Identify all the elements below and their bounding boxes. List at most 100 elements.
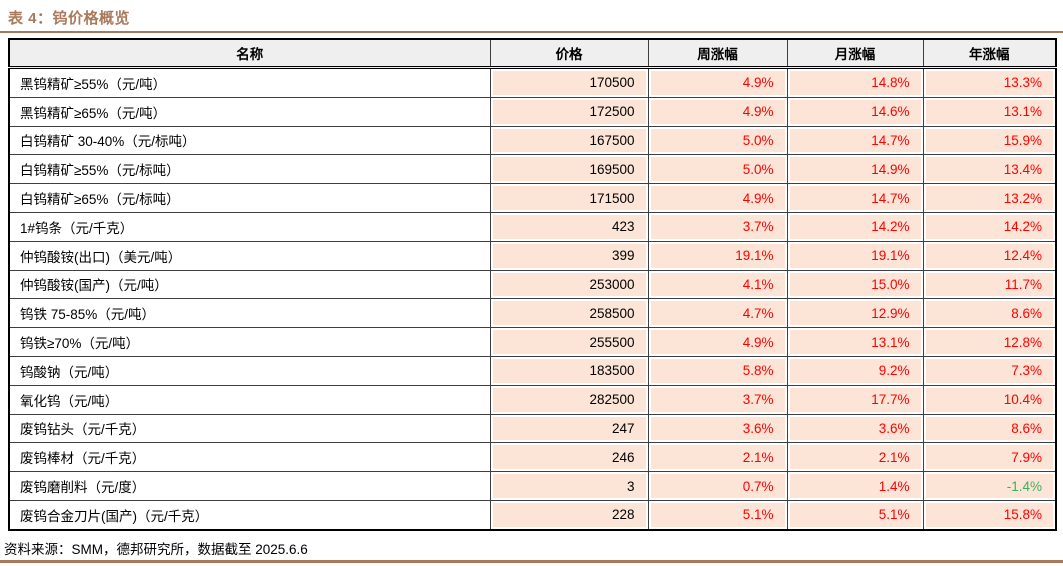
- month-change-cell: 19.1%: [786, 240, 924, 271]
- price-cell: 246: [489, 442, 649, 473]
- price-cell: 169500: [489, 154, 649, 185]
- column-header-month-change: 月涨幅: [786, 38, 924, 69]
- column-header-year-change: 年涨幅: [922, 38, 1057, 69]
- month-change-cell: 13.1%: [786, 327, 924, 357]
- month-change-cell: 5.1%: [786, 499, 924, 531]
- name-cell: 氧化钨（元/吨）: [8, 384, 491, 415]
- column-header-price: 价格: [489, 38, 649, 69]
- name-cell: 废钨棒材（元/千克）: [8, 442, 491, 473]
- year-change-cell: 12.8%: [922, 327, 1057, 357]
- price-cell: 3: [489, 471, 649, 501]
- table-row: 黑钨精矿≥65%（元/吨） 172500 4.9% 14.6% 13.1%: [8, 96, 1057, 127]
- price-cell: 172500: [489, 96, 649, 127]
- week-change-cell: 3.7%: [647, 384, 788, 415]
- name-cell: 白钨精矿≥55%（元/标吨）: [8, 154, 491, 185]
- table-row: 钨铁≥70%（元/吨） 255500 4.9% 13.1% 12.8%: [8, 327, 1057, 357]
- tungsten-price-table: 名称 价格 周涨幅 月涨幅 年涨幅 黑钨精矿≥55%（元/吨） 170500 4…: [8, 38, 1057, 531]
- week-change-cell: 5.0%: [647, 125, 788, 156]
- week-change-cell: 5.8%: [647, 355, 788, 386]
- year-change-cell: -1.4%: [922, 471, 1057, 501]
- week-change-cell: 4.9%: [647, 183, 788, 213]
- month-change-cell: 2.1%: [786, 442, 924, 473]
- price-cell: 423: [489, 211, 649, 242]
- month-change-cell: 3.6%: [786, 413, 924, 444]
- name-cell: 废钨钻头（元/千克）: [8, 413, 491, 444]
- year-change-cell: 7.9%: [922, 442, 1057, 473]
- month-change-cell: 14.7%: [786, 125, 924, 156]
- year-change-cell: 15.8%: [922, 499, 1057, 531]
- name-cell: 钨铁 75-85%（元/吨）: [8, 298, 491, 329]
- price-cell: 170500: [489, 67, 649, 98]
- month-change-cell: 9.2%: [786, 355, 924, 386]
- table-row: 黑钨精矿≥55%（元/吨） 170500 4.9% 14.8% 13.3%: [8, 67, 1057, 98]
- year-change-cell: 13.1%: [922, 96, 1057, 127]
- month-change-cell: 12.9%: [786, 298, 924, 329]
- week-change-cell: 4.9%: [647, 327, 788, 357]
- price-cell: 247: [489, 413, 649, 444]
- table-row: 废钨磨削料（元/度） 3 0.7% 1.4% -1.4%: [8, 471, 1057, 501]
- name-cell: 黑钨精矿≥65%（元/吨）: [8, 96, 491, 127]
- name-cell: 白钨精矿≥65%（元/标吨）: [8, 183, 491, 213]
- table-title: 表 4：钨价格概览: [8, 10, 131, 27]
- price-cell: 255500: [489, 327, 649, 357]
- price-cell: 228: [489, 499, 649, 531]
- top-divider: [0, 31, 1063, 33]
- price-cell: 282500: [489, 384, 649, 415]
- month-change-cell: 15.0%: [786, 269, 924, 300]
- bottom-divider: [0, 560, 1063, 563]
- week-change-cell: 5.0%: [647, 154, 788, 185]
- price-cell: 171500: [489, 183, 649, 213]
- name-cell: 1#钨条（元/千克）: [8, 211, 491, 242]
- year-change-cell: 7.3%: [922, 355, 1057, 386]
- week-change-cell: 4.7%: [647, 298, 788, 329]
- table-row: 钨铁 75-85%（元/吨） 258500 4.7% 12.9% 8.6%: [8, 298, 1057, 329]
- price-cell: 167500: [489, 125, 649, 156]
- year-change-cell: 8.6%: [922, 413, 1057, 444]
- column-header-week-change: 周涨幅: [647, 38, 788, 69]
- year-change-cell: 10.4%: [922, 384, 1057, 415]
- table-body: 黑钨精矿≥55%（元/吨） 170500 4.9% 14.8% 13.3% 黑钨…: [8, 67, 1057, 531]
- price-cell: 399: [489, 240, 649, 271]
- year-change-cell: 15.9%: [922, 125, 1057, 156]
- price-cell: 183500: [489, 355, 649, 386]
- month-change-cell: 14.2%: [786, 211, 924, 242]
- name-cell: 钨酸钠（元/吨）: [8, 355, 491, 386]
- table-row: 废钨棒材（元/千克） 246 2.1% 2.1% 7.9%: [8, 442, 1057, 473]
- year-change-cell: 13.4%: [922, 154, 1057, 185]
- price-cell: 253000: [489, 269, 649, 300]
- year-change-cell: 13.3%: [922, 67, 1057, 98]
- table-row: 废钨钻头（元/千克） 247 3.6% 3.6% 8.6%: [8, 413, 1057, 444]
- week-change-cell: 5.1%: [647, 499, 788, 531]
- month-change-cell: 1.4%: [786, 471, 924, 501]
- table-row: 白钨精矿 30-40%（元/标吨） 167500 5.0% 14.7% 15.9…: [8, 125, 1057, 156]
- table-row: 废钨合金刀片(国产)（元/千克） 228 5.1% 5.1% 15.8%: [8, 499, 1057, 531]
- column-header-name: 名称: [8, 38, 491, 69]
- month-change-cell: 14.9%: [786, 154, 924, 185]
- table-row: 氧化钨（元/吨） 282500 3.7% 17.7% 10.4%: [8, 384, 1057, 415]
- name-cell: 废钨合金刀片(国产)（元/千克）: [8, 499, 491, 531]
- year-change-cell: 11.7%: [922, 269, 1057, 300]
- name-cell: 仲钨酸铵(国产)（元/吨）: [8, 269, 491, 300]
- header-row: 名称 价格 周涨幅 月涨幅 年涨幅: [8, 38, 1057, 69]
- table-row: 白钨精矿≥65%（元/标吨） 171500 4.9% 14.7% 13.2%: [8, 183, 1057, 213]
- month-change-cell: 17.7%: [786, 384, 924, 415]
- week-change-cell: 4.9%: [647, 96, 788, 127]
- source-note: 资料来源：SMM，德邦研究所，数据截至 2025.6.6: [4, 542, 308, 557]
- table-row: 钨酸钠（元/吨） 183500 5.8% 9.2% 7.3%: [8, 355, 1057, 386]
- year-change-cell: 8.6%: [922, 298, 1057, 329]
- name-cell: 废钨磨削料（元/度）: [8, 471, 491, 501]
- month-change-cell: 14.7%: [786, 183, 924, 213]
- name-cell: 钨铁≥70%（元/吨）: [8, 327, 491, 357]
- week-change-cell: 3.7%: [647, 211, 788, 242]
- week-change-cell: 4.1%: [647, 269, 788, 300]
- month-change-cell: 14.8%: [786, 67, 924, 98]
- week-change-cell: 4.9%: [647, 67, 788, 98]
- price-cell: 258500: [489, 298, 649, 329]
- week-change-cell: 2.1%: [647, 442, 788, 473]
- name-cell: 仲钨酸铵(出口)（美元/吨）: [8, 240, 491, 271]
- table-row: 仲钨酸铵(国产)（元/吨） 253000 4.1% 15.0% 11.7%: [8, 269, 1057, 300]
- name-cell: 黑钨精矿≥55%（元/吨）: [8, 67, 491, 98]
- week-change-cell: 0.7%: [647, 471, 788, 501]
- month-change-cell: 14.6%: [786, 96, 924, 127]
